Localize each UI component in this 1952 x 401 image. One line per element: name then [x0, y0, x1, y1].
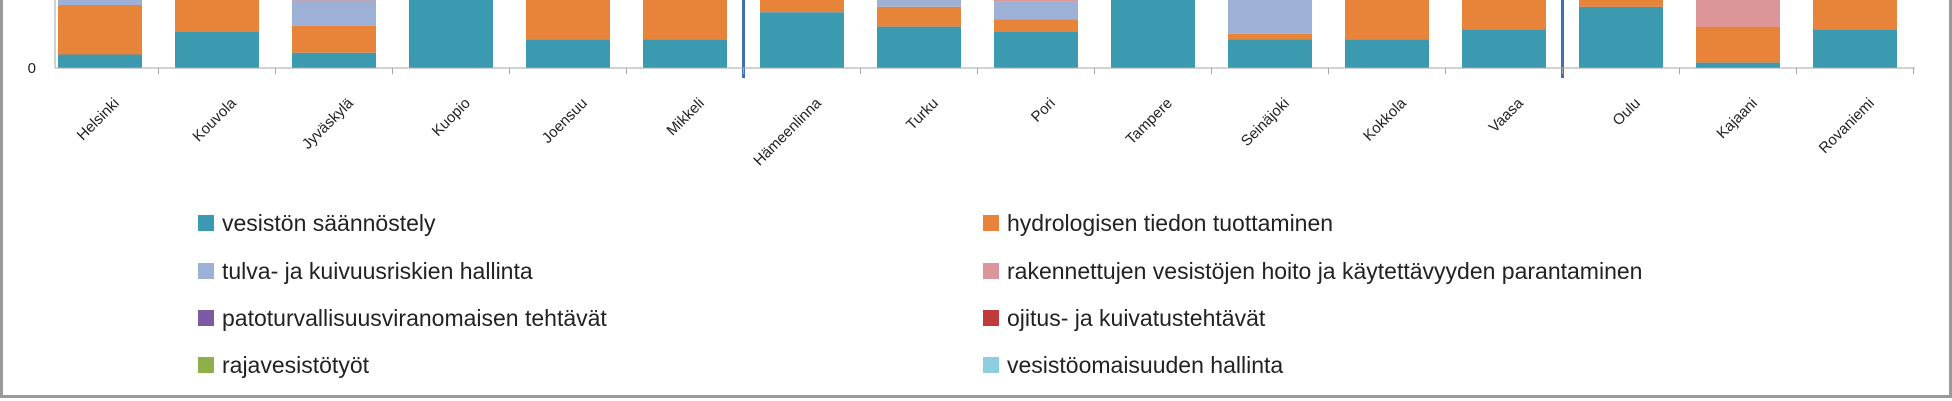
bar-segment [409, 0, 493, 68]
x-tick-label: Rovaniemi [1816, 95, 1878, 157]
legend-label: vesistöomaisuuden hallinta [1007, 351, 1284, 378]
legend-label: tulva- ja kuivuusriskien hallinta [222, 257, 533, 284]
legend-item: rajavesistötyöt [198, 350, 369, 380]
x-tick-label: Turku [903, 95, 942, 134]
legend-label: patoturvallisuusviranomaisen tehtävät [222, 304, 607, 331]
bar-segment [877, 0, 961, 7]
bar-segment [994, 19, 1078, 32]
bar-segment [58, 0, 142, 5]
bar-segment [994, 1, 1078, 20]
legend-item: ojitus- ja kuivatustehtävät [983, 303, 1265, 333]
bar-segment [292, 0, 376, 1]
legend-label: vesistön säännöstely [222, 209, 436, 236]
x-tick-label: Kokkola [1360, 94, 1410, 144]
bar-segment [1462, 0, 1546, 30]
bar-segment [1228, 0, 1312, 34]
bar-segment [175, 0, 259, 32]
bar-segment [1696, 0, 1780, 27]
bar-segment [526, 39, 610, 68]
bar-segment [760, 0, 844, 13]
bar-segment [994, 32, 1078, 68]
x-tick-labels: Helsinki Kouvola Jyväskylä Kuopio Joensuu Mik… [74, 94, 1878, 169]
legend-swatch [198, 263, 214, 279]
bar-segment [1696, 26, 1780, 63]
legend-label: rakennettujen vesistöjen hoito ja käytet… [1007, 257, 1643, 284]
legend-swatch [983, 357, 999, 373]
x-tick-label: Seinäjoki [1238, 95, 1293, 150]
bar-segment [526, 0, 610, 40]
bar-segment [643, 0, 727, 40]
legend-item: vesistön säännöstely [198, 208, 436, 238]
bar-segment [292, 0, 376, 26]
x-tick-label: Kouvola [189, 94, 240, 145]
bar-segment [175, 32, 259, 68]
legend-item: hydrologisen tiedon tuottaminen [983, 208, 1333, 238]
legend-swatch [983, 310, 999, 326]
legend-swatch [983, 263, 999, 279]
bar-segment [1813, 29, 1897, 68]
legend-swatch [198, 357, 214, 373]
legend-swatch [983, 215, 999, 231]
legend: vesistön säännöstely hydrologisen tiedon … [198, 200, 1798, 390]
x-tick-label: Tampere [1123, 95, 1176, 148]
bar-segment [1579, 6, 1663, 69]
bar-segment [1345, 39, 1429, 68]
bar-segment [1462, 29, 1546, 68]
bar-segment [1228, 33, 1312, 40]
bar-segment [58, 54, 142, 68]
bar-segment [1696, 62, 1780, 68]
x-tick-label: Kajaani [1713, 95, 1760, 142]
legend-item: patoturvallisuusviranomaisen tehtävät [198, 303, 607, 333]
bars-layer [58, 0, 1897, 69]
bar-segment [643, 39, 727, 68]
x-tick-label: Joensuu [539, 95, 591, 147]
bar-segment [994, 0, 1078, 2]
bar-segment [58, 5, 142, 55]
bar-segment [1345, 0, 1429, 40]
bar-segment [292, 52, 376, 68]
x-tick-label: Mikkeli [663, 95, 707, 139]
bar-segment [1579, 0, 1663, 7]
legend-swatch [198, 215, 214, 231]
bar-segment [760, 12, 844, 68]
x-tick-label: Vaasa [1486, 94, 1528, 136]
legend-item: tulva- ja kuivuusriskien hallinta [198, 256, 533, 286]
bar-segment [877, 6, 961, 27]
bar-segment [877, 26, 961, 69]
legend-item: rakennettujen vesistöjen hoito ja käytet… [983, 256, 1642, 286]
y-tick-label: 0 [28, 60, 36, 77]
x-tick-label: Hämeenlinna [750, 94, 825, 169]
legend-label: ojitus- ja kuivatustehtävät [1007, 304, 1266, 331]
legend-label: hydrologisen tiedon tuottaminen [1007, 209, 1334, 236]
x-tick-label: Pori [1028, 95, 1059, 126]
x-tick-label: Jyväskylä [299, 94, 357, 152]
bar-segment [1111, 0, 1195, 68]
x-tick-label: Oulu [1609, 95, 1643, 129]
bar-segment [1813, 0, 1897, 30]
axes-layer: 0 [28, 0, 1915, 77]
group-separators [742, 0, 1564, 78]
legend-label: rajavesistötyöt [222, 351, 370, 378]
bar-segment [1228, 39, 1312, 68]
x-tick-label: Helsinki [74, 95, 123, 144]
legend-item: vesistöomaisuuden hallinta [983, 350, 1283, 380]
x-tick-label: Kuopio [429, 95, 474, 140]
bar-segment [292, 25, 376, 53]
legend-swatch [198, 310, 214, 326]
